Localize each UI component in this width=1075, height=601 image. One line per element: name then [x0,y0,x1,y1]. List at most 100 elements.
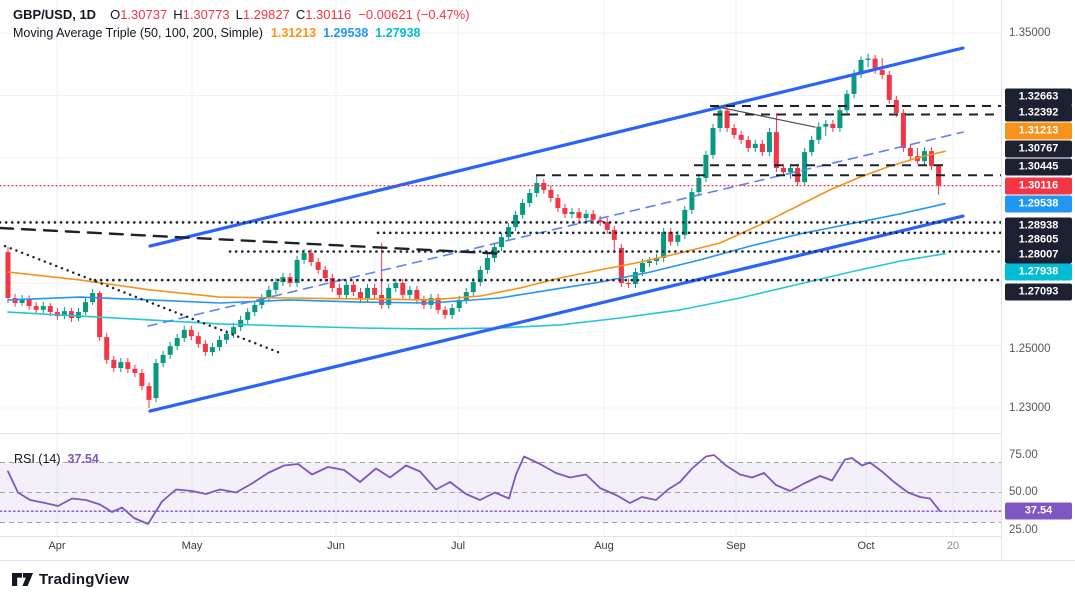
candle-body [428,298,434,305]
candle-body [47,306,53,312]
candle-body [597,219,603,223]
candle-body [273,282,279,290]
candle-body [611,229,617,240]
candle-body [61,311,67,317]
candle-body [520,203,526,215]
price-badge-1.28938: 1.28938 [1005,217,1072,235]
candle-body [266,289,272,298]
candle-body [111,359,117,368]
candle-body [97,293,103,338]
candle-body [76,312,81,318]
price-badge-1.29538: 1.29538 [1005,195,1072,213]
tradingview-brand-text: TradingView [39,571,130,588]
candle-body [661,232,667,258]
descending-dashed[interactable] [0,226,507,256]
candle-body [118,362,124,368]
tradingview-logo-icon [12,572,33,586]
rsi-indicator-legend-row[interactable]: RSI (14) 37.54 [14,452,99,466]
candle-body [717,110,723,128]
candle-body [766,132,772,153]
candle-body [167,346,173,355]
candle-body [499,237,504,248]
candle-body [759,143,765,152]
candle-body [781,168,786,173]
ma-indicator-legend-row[interactable]: Moving Average Triple (50, 100, 200, Sim… [13,26,420,40]
time-tick-Oct: Oct [857,540,875,552]
tradingview-attribution[interactable]: TradingView [12,571,129,588]
candle-body [872,58,878,70]
candle-body [19,298,25,303]
rsi-indicator-title: RSI (14) [14,452,61,466]
candle-body [541,183,547,190]
price-badge-1.28007: 1.28007 [1005,246,1072,264]
candle-body [146,386,152,400]
candle-body [513,214,519,228]
axis-price-label: 1.23000 [1009,402,1051,414]
candle-body [26,298,32,307]
price-axis-scale[interactable]: 1.35000 1.25000 1.23000 75.00 50.00 25.00 1.32… [1001,0,1075,560]
axis-price-label: 1.35000 [1009,27,1051,39]
candle-body [442,309,448,315]
candle-body [555,198,561,208]
close-value: 1.30116 [305,7,352,22]
candle-body [217,339,222,348]
candle-body [83,302,88,313]
candle-body [647,261,652,263]
price-badge-1.32392: 1.32392 [1005,104,1072,122]
channel-upper[interactable] [148,46,965,248]
candle-body [308,253,314,263]
candle-body [654,258,660,262]
candle-body [788,168,793,173]
candle-body [640,263,645,273]
price-badge-1.32663: 1.32663 [1005,88,1072,106]
candle-body [350,284,356,293]
candle-body [435,298,441,310]
candle-body [12,298,18,303]
candle-body [407,289,413,295]
symbol-title: GBP/USD, 1D [13,7,97,22]
high-label: H [173,7,183,22]
open-value: 1.30737 [120,7,168,22]
candle-body [336,288,342,295]
candle-body [929,151,934,167]
candle-body [231,327,237,334]
candle-body [40,306,46,310]
candle-body [358,292,363,298]
candle-body [456,299,462,308]
ma100-value: 1.29538 [323,26,369,40]
candle-body [893,99,899,113]
channel-mid[interactable] [147,131,964,327]
candle-body [484,258,490,270]
candle-body [400,283,406,295]
ma50-value: 1.31213 [270,26,317,40]
candle-body [569,212,575,214]
ma-line-100 [7,202,946,304]
candle-body [675,234,681,242]
ma200-value: 1.27938 [375,26,421,40]
channel-lower[interactable] [148,214,965,413]
candle-body [238,319,244,328]
candle-body [823,123,829,127]
candle-body [562,208,568,214]
minor-trendline[interactable] [713,105,816,128]
candle-body [33,306,39,310]
symbol-legend-row[interactable]: GBP/USD, 1D O1.30737 H1.30773 L1.29827 C1.30… [13,7,470,22]
candle-body [365,288,371,298]
time-tick-May: May [181,540,203,552]
candle-body [322,269,328,278]
time-axis-scale[interactable]: Apr May Jun Jul Aug Sep Oct 20 [0,537,1001,560]
candle-body [802,152,808,183]
candle-body [696,178,702,193]
candle-body [738,134,744,140]
candle-body [252,304,258,313]
candle-body [104,337,110,360]
rsi-value: 37.54 [67,452,99,466]
price-badge-1.30445: 1.30445 [1005,158,1072,176]
descending-dotted[interactable] [3,244,280,354]
candle-body [907,148,913,157]
ma-indicator-title: Moving Average Triple (50, 100, 200, Sim… [13,26,263,40]
candle-body [844,93,850,111]
candle-body [386,288,392,305]
